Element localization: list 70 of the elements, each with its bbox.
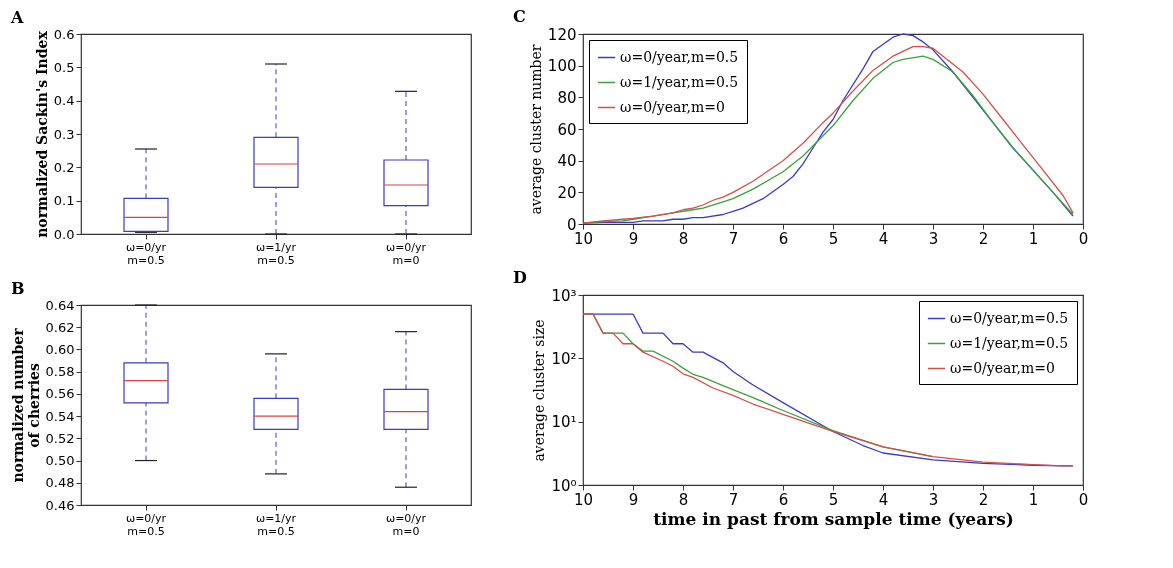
y-axis-title: average cluster size — [531, 319, 548, 462]
x-tick-label: 9 — [628, 490, 639, 509]
y-tick-label: 0.52 — [45, 430, 75, 446]
x-tick-label: 3 — [928, 490, 939, 509]
x-tick-label: 6 — [778, 490, 789, 509]
x-tick-label: 7 — [728, 229, 739, 248]
y-tick-label: 0.1 — [53, 193, 75, 209]
y-tick-label: 0.2 — [53, 159, 75, 175]
y-axis-title: normalized number of cherries — [9, 327, 42, 483]
y-tick-label: 10¹ — [551, 413, 577, 432]
legend-label: ω=1/year,m=0.5 — [950, 334, 1069, 351]
x-tick-label: 7 — [728, 490, 739, 509]
x-tick-label: ω=0/yr m=0 — [385, 511, 427, 538]
y-tick-label: 0.4 — [53, 93, 75, 109]
y-tick-label: 10³ — [551, 286, 577, 305]
y-tick-label: 0.56 — [45, 386, 75, 402]
x-tick-label: 5 — [828, 490, 839, 509]
y-tick-label: 0.5 — [53, 59, 75, 75]
y-tick-label: 0.3 — [53, 126, 75, 142]
x-tick-label: 6 — [778, 229, 789, 248]
x-tick-label: 1 — [1028, 490, 1039, 509]
chart-title: A — [10, 8, 24, 27]
x-tick-label: 8 — [678, 490, 689, 509]
y-tick-label: 0.54 — [45, 408, 75, 424]
x-tick-label: 1 — [1028, 229, 1039, 248]
chart-title: C — [513, 7, 526, 26]
x-tick-label: 8 — [678, 229, 689, 248]
x-tick-label: 10 — [573, 490, 594, 509]
y-tick-label: 0.48 — [45, 475, 75, 491]
y-tick-label: 0.0 — [53, 226, 75, 242]
y-tick-label: 60 — [557, 120, 577, 139]
x-tick-label: 3 — [928, 229, 939, 248]
x-tick-label: 2 — [978, 490, 989, 509]
y-axis-title: average cluster number — [527, 44, 544, 215]
y-tick-label: 100 — [547, 57, 577, 76]
legend-label: ω=0/year,m=0.5 — [620, 48, 739, 65]
x-tick-label: ω=0/yr m=0.5 — [125, 511, 167, 538]
y-tick-label: 0.46 — [45, 497, 75, 513]
x-tick-label: 10 — [573, 229, 594, 248]
y-tick-label: 40 — [557, 152, 577, 171]
chart-title: D — [513, 268, 527, 287]
x-axis-title: time in past from sample time (years) — [653, 508, 1014, 529]
y-axis-title: normalized Sackin's Index — [33, 30, 50, 238]
y-tick-label: 10² — [551, 349, 577, 368]
y-tick-label: 20 — [557, 183, 577, 202]
x-tick-label: 9 — [628, 229, 639, 248]
x-tick-label: 0 — [1078, 229, 1089, 248]
line-series — [582, 313, 1074, 467]
x-tick-label: 2 — [978, 229, 989, 248]
legend-label: ω=1/year,m=0.5 — [620, 73, 739, 90]
y-tick-label: 80 — [557, 88, 577, 107]
y-tick-label: 0.60 — [45, 341, 75, 357]
y-tick-label: 0.62 — [45, 319, 75, 335]
y-tick-label: 0.64 — [45, 297, 75, 313]
legend-label: ω=0/year,m=0 — [620, 98, 725, 115]
x-tick-label: 4 — [878, 229, 889, 248]
y-tick-label: 120 — [547, 25, 577, 44]
x-tick-label: 5 — [828, 229, 839, 248]
legend-label: ω=0/year,m=0.5 — [950, 309, 1069, 326]
y-tick-label: 0.58 — [45, 364, 75, 380]
x-tick-label: ω=1/yr m=0.5 — [255, 240, 297, 267]
x-tick-label: ω=0/yr m=0 — [385, 240, 427, 267]
x-tick-label: 4 — [878, 490, 889, 509]
x-tick-label: ω=1/yr m=0.5 — [255, 511, 297, 538]
y-tick-label: 0.50 — [45, 453, 75, 469]
legend-label: ω=0/year,m=0 — [950, 359, 1055, 376]
y-tick-label: 0.6 — [53, 26, 75, 42]
x-tick-label: 0 — [1078, 490, 1089, 509]
x-tick-label: ω=0/yr m=0.5 — [125, 240, 167, 267]
chart-title: B — [11, 279, 25, 298]
